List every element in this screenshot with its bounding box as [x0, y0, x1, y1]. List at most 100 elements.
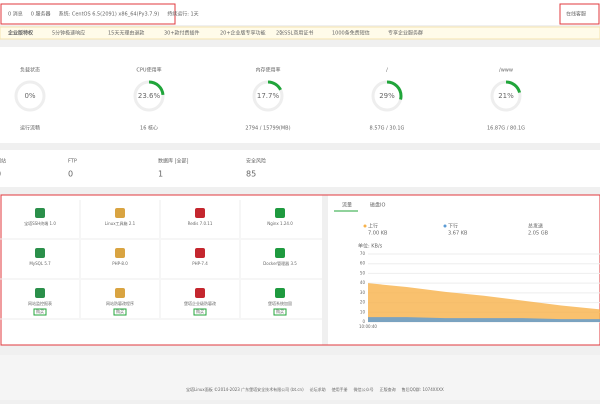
stats-panel: [0, 150, 600, 187]
legend-value: 7.00 KB: [368, 231, 388, 237]
footer-text[interactable]: 售后QQ群: 1074XXXX: [402, 386, 444, 392]
app-icon: [275, 288, 285, 298]
app-name[interactable]: 堡塔企业级防篡改: [184, 300, 216, 306]
banner-item: 15天无理由退款: [108, 30, 144, 37]
top-info: 系统: CentOS 6.5(2091) x86_64(Py3.7.9): [59, 11, 160, 18]
unit-label: 单位: KB/s: [358, 243, 383, 250]
buy-label[interactable]: 购买: [36, 308, 44, 314]
legend-name: 总发送: [528, 223, 543, 230]
chart-tab[interactable]: 磁盘IO: [370, 202, 385, 209]
banner-item: 1000条免费短信: [332, 30, 370, 37]
app-icon: [195, 248, 205, 258]
footer-text[interactable]: 正版查询: [380, 386, 396, 392]
area: [368, 283, 600, 322]
app-icon: [35, 208, 45, 218]
banner-item: 2张SSL商用证书: [276, 30, 313, 37]
app-icon: [275, 248, 285, 258]
app-icon: [35, 288, 45, 298]
app-icon: [115, 248, 125, 258]
app-icon: [195, 208, 205, 218]
gauge-title: 负载状态: [20, 67, 40, 74]
buy-button[interactable]: [273, 308, 287, 316]
gauge-arc: [133, 80, 165, 112]
footer-text: 宝塔Linux面板 ©2014-2023 广东堡塔安全技术有限公司 (bt.cn…: [186, 386, 304, 392]
footer-text[interactable]: 使用手册: [332, 386, 348, 392]
gauge-detail: 16.87G / 80.1G: [487, 126, 525, 132]
y-tick-label: 70: [360, 251, 366, 256]
stat-title: FTP: [68, 159, 77, 165]
gauge-title: CPU使用率: [136, 67, 161, 74]
app-name[interactable]: PHP-7.4: [192, 261, 208, 266]
stat-value[interactable]: 0: [68, 170, 73, 179]
top-right[interactable]: 在线客服: [566, 11, 586, 18]
stat-value[interactable]: 85: [246, 170, 256, 179]
banner-item: 20+企业版专享功能: [220, 30, 266, 37]
gauge-value: 17.7%: [257, 92, 280, 100]
app-name[interactable]: Docker管理器 3.5: [263, 260, 297, 266]
stat-value[interactable]: 1: [158, 170, 163, 179]
banner-item: 30+款付费插件: [164, 30, 200, 37]
buy-label[interactable]: 购买: [196, 308, 204, 314]
buy-label[interactable]: 购买: [276, 308, 284, 314]
y-tick-label: 20: [360, 300, 366, 305]
app-name[interactable]: PHP-8.0: [112, 261, 128, 266]
y-tick-label: 50: [360, 270, 366, 275]
y-tick-label: 30: [360, 290, 366, 295]
app-name[interactable]: MySQL 5.7: [29, 261, 51, 266]
app-name[interactable]: 堡塔系统加固: [268, 300, 292, 306]
gauge-title: /www: [499, 68, 513, 74]
app-icon: [195, 288, 205, 298]
gauge-value: 29%: [379, 92, 395, 100]
app-icon: [115, 288, 125, 298]
stat-title: 数据库 [全部]: [158, 158, 189, 165]
buy-button[interactable]: [113, 308, 127, 316]
footer-text[interactable]: 微信公众号: [354, 386, 374, 392]
stat-value[interactable]: 0: [0, 170, 1, 179]
app-name[interactable]: Redis 7.0.11: [188, 221, 213, 226]
gauge-arc: [252, 80, 284, 112]
gauge-detail: 运行流畅: [20, 125, 40, 132]
banner-title: 企业版特权: [7, 30, 34, 37]
buy-label[interactable]: 购买: [116, 308, 124, 314]
stat-title: 网站: [0, 158, 6, 165]
top-info: 持续运行: 1天: [167, 11, 198, 18]
banner-item: 5分钟极速响应: [52, 30, 85, 37]
gauge-detail: 2794 / 15799(MB): [245, 126, 290, 132]
footer-text[interactable]: 论坛求助: [310, 386, 326, 392]
banner: [0, 26, 600, 40]
footer-bg: [0, 355, 600, 400]
top-info[interactable]: 0 服务器: [31, 11, 51, 18]
app-icon: [115, 208, 125, 218]
gauge-arc: [490, 80, 522, 112]
gauge-track: [14, 80, 46, 112]
legend-name: 下行: [448, 223, 458, 230]
y-tick-label: 40: [360, 280, 366, 285]
area: [368, 317, 600, 322]
gauge-detail: 16 核心: [140, 125, 158, 132]
legend-dot: [363, 224, 367, 228]
stat-title: 安全风险: [246, 158, 266, 165]
gauge-value: 23.6%: [138, 92, 161, 100]
chart-tab[interactable]: 流量: [342, 202, 352, 209]
app-name[interactable]: 网站防篡改程序: [106, 300, 134, 306]
top-info[interactable]: 0 消息: [8, 11, 23, 18]
banner-item: 专享企业服务群: [388, 30, 423, 37]
legend-value: 2.05 GB: [528, 231, 549, 237]
gauge-title: 内存使用率: [255, 67, 280, 74]
app-name[interactable]: 宝塔SSH终端 1.0: [24, 220, 56, 226]
buy-button[interactable]: [33, 308, 47, 316]
highlight: [559, 3, 600, 25]
buy-button[interactable]: [193, 308, 207, 316]
app-name[interactable]: Nginx 1.24.0: [267, 221, 293, 226]
legend-dot: [443, 224, 447, 228]
app-name[interactable]: Linux工具箱 2.1: [105, 220, 136, 226]
gauge-value: 21%: [498, 92, 514, 100]
gauge-title: /: [386, 68, 388, 74]
legend-value: 3.67 KB: [448, 231, 468, 237]
apps-panel: [0, 195, 322, 345]
app-name[interactable]: 网站监控报表: [28, 300, 52, 306]
y-tick-label: 0: [362, 319, 365, 324]
x-tick-label: 10:00:40: [359, 324, 377, 329]
gauge-arc: [371, 80, 403, 112]
